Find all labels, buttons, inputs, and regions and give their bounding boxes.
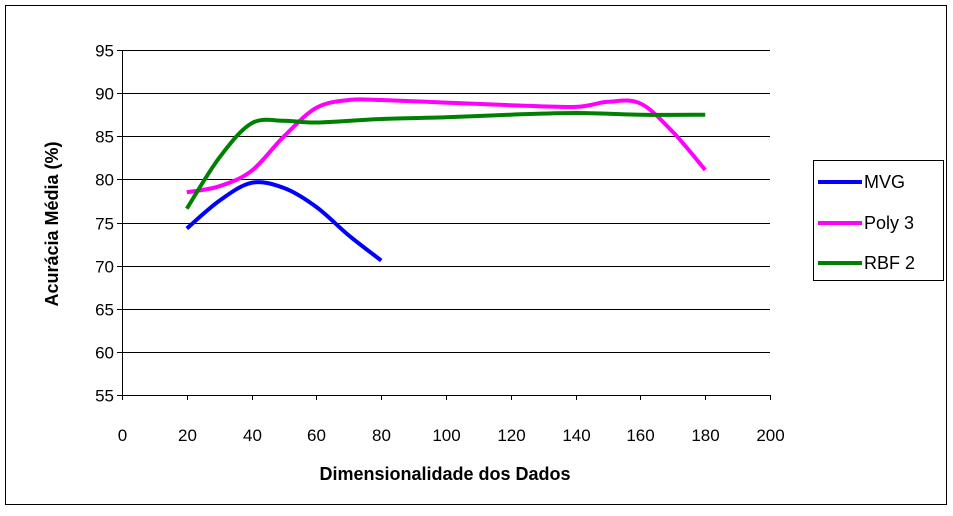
y-axis-title: Acurácia Média (%) bbox=[42, 141, 62, 306]
legend-label-poly-3: Poly 3 bbox=[864, 213, 914, 233]
y-tick-label: 80 bbox=[95, 171, 114, 190]
series-lines bbox=[185, 97, 707, 263]
series-line-poly-3 bbox=[186, 97, 707, 195]
x-tick-label: 120 bbox=[497, 426, 525, 445]
y-tick-label: 90 bbox=[95, 85, 114, 104]
y-tick-label: 75 bbox=[95, 215, 114, 234]
legend-label-rbf-2: RBF 2 bbox=[864, 253, 915, 273]
x-axis-title: Dimensionalidade dos Dados bbox=[319, 464, 570, 484]
y-tick-label: 60 bbox=[95, 344, 114, 363]
x-tick-label: 140 bbox=[562, 426, 590, 445]
y-tick-label: 55 bbox=[95, 387, 114, 406]
legend-label-mvg: MVG bbox=[864, 172, 905, 192]
y-tick-label: 70 bbox=[95, 258, 114, 277]
y-tick-label: 95 bbox=[95, 42, 114, 61]
x-tick-label: 180 bbox=[691, 426, 719, 445]
x-tick-label: 200 bbox=[756, 426, 784, 445]
x-tick-label: 40 bbox=[243, 426, 262, 445]
y-tick-label: 85 bbox=[95, 128, 114, 147]
series-line-rbf-2 bbox=[185, 111, 706, 210]
chart-border bbox=[5, 5, 947, 505]
x-tick-label: 80 bbox=[372, 426, 391, 445]
y-tick-labels: 55 60 65 70 75 80 85 90 95 bbox=[95, 42, 114, 406]
legend: MVG Poly 3 RBF 2 bbox=[813, 160, 944, 281]
y-tick-label: 65 bbox=[95, 301, 114, 320]
x-tick-labels: 0 20 40 60 80 100 120 140 160 180 200 bbox=[118, 426, 785, 445]
axes bbox=[117, 50, 771, 400]
x-tick-label: 0 bbox=[118, 426, 127, 445]
gridlines bbox=[122, 50, 770, 353]
x-tick-label: 60 bbox=[307, 426, 326, 445]
x-tick-label: 160 bbox=[626, 426, 654, 445]
series-line-mvg bbox=[185, 180, 383, 263]
x-tick-label: 20 bbox=[178, 426, 197, 445]
x-tick-label: 100 bbox=[432, 426, 460, 445]
